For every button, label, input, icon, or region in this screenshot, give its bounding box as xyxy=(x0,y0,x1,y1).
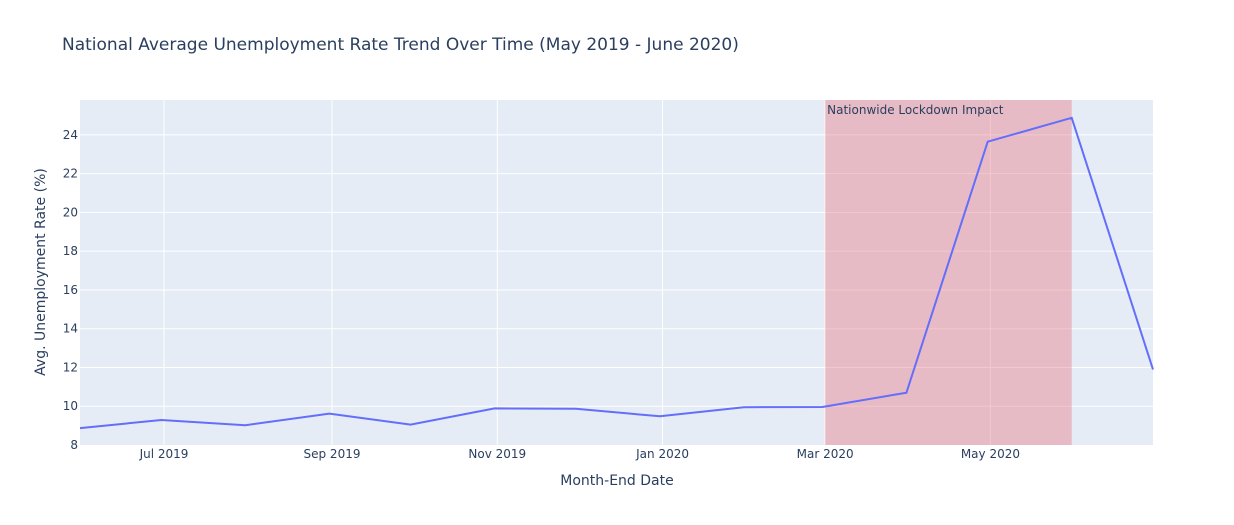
lockdown-highlight-band xyxy=(825,100,1072,445)
y-tick-label: 22 xyxy=(63,167,78,181)
y-tick-label: 18 xyxy=(63,244,78,258)
x-tick-label: Jan 2020 xyxy=(635,447,689,461)
x-tick-label: Nov 2019 xyxy=(468,447,526,461)
plot-background xyxy=(80,100,1153,445)
chart-title: National Average Unemployment Rate Trend… xyxy=(62,35,739,55)
y-tick-label: 8 xyxy=(70,438,78,452)
y-tick-label: 14 xyxy=(63,322,78,336)
y-axis-title: Avg. Unemployment Rate (%) xyxy=(33,168,49,376)
lockdown-annotation: Nationwide Lockdown Impact xyxy=(827,103,1004,117)
series-line xyxy=(79,116,1154,430)
x-axis-title: Month-End Date xyxy=(560,473,673,489)
x-tick-label: Sep 2019 xyxy=(304,447,361,461)
y-tick-labels: 8 10 12 14 16 18 20 22 24 xyxy=(63,128,78,452)
x-tick-labels: Jul 2019 Sep 2019 Nov 2019 Jan 2020 Mar 2020… xyxy=(139,447,1020,461)
x-gridlines xyxy=(163,100,991,445)
x-tick-label: May 2020 xyxy=(961,447,1020,461)
y-tick-label: 20 xyxy=(63,205,78,219)
y-tick-label: 10 xyxy=(63,399,78,413)
y-tick-label: 24 xyxy=(63,128,78,142)
x-tick-label: Mar 2020 xyxy=(797,447,854,461)
x-tick-label: Jul 2019 xyxy=(139,447,189,461)
y-tick-label: 12 xyxy=(63,360,78,374)
y-tick-label: 16 xyxy=(63,283,78,297)
y-gridlines xyxy=(80,134,1153,407)
